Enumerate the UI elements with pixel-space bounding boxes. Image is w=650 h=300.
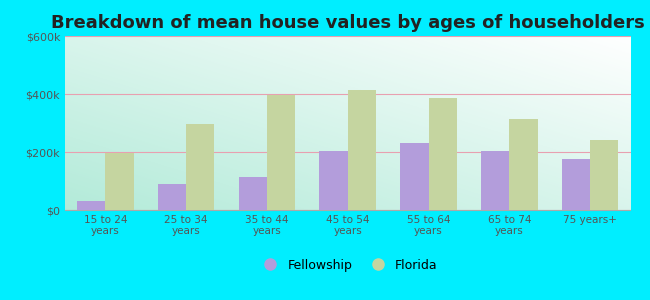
Bar	[562, 159, 590, 210]
Bar	[400, 143, 428, 210]
Title: Breakdown of mean house values by ages of householders: Breakdown of mean house values by ages o…	[51, 14, 645, 32]
Bar	[239, 177, 267, 210]
Bar	[320, 151, 348, 210]
Legend: Fellowship, Florida: Fellowship, Florida	[253, 254, 443, 277]
Bar	[428, 98, 457, 210]
Bar	[481, 151, 510, 210]
Bar	[186, 124, 214, 210]
Bar	[348, 90, 376, 210]
Bar	[267, 95, 295, 210]
Bar	[77, 201, 105, 210]
Bar	[105, 154, 134, 210]
Bar	[158, 184, 186, 210]
Bar	[590, 140, 618, 210]
Bar	[510, 119, 538, 210]
